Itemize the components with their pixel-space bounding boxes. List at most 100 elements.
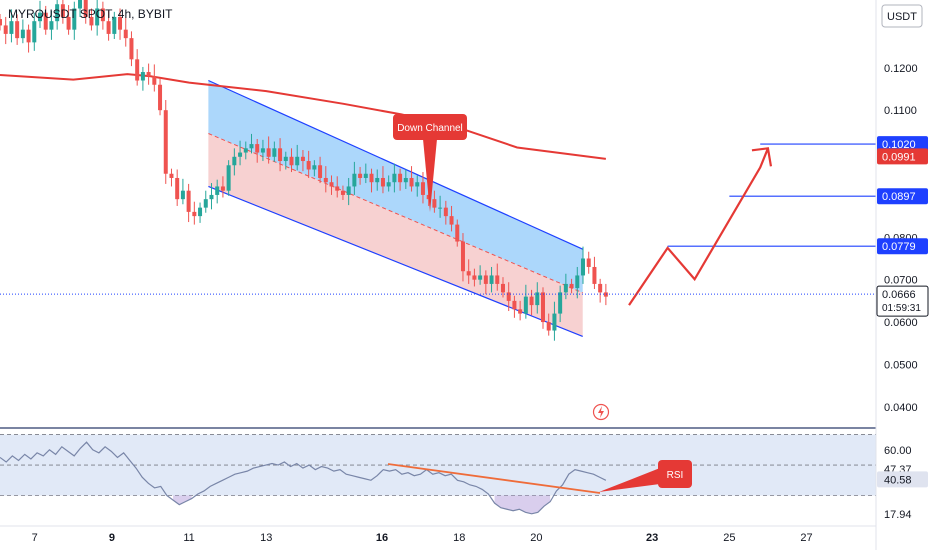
candle [569, 278, 574, 294]
candle [32, 12, 37, 51]
candle-body [363, 173, 368, 178]
candle [483, 270, 488, 295]
candle-body [415, 182, 420, 187]
candle-body [335, 186, 340, 191]
candle-body [592, 266, 597, 284]
candle [478, 265, 483, 285]
candle-body [129, 38, 134, 60]
candle-body [443, 207, 448, 217]
candle [358, 166, 363, 185]
target-lines [667, 143, 876, 247]
rsi-label: RSI [667, 470, 684, 481]
candle [449, 205, 454, 232]
candle [489, 266, 494, 293]
channel-lower-zone [208, 133, 583, 337]
candle-body [95, 8, 100, 26]
candle-body [598, 283, 603, 293]
projection-path [628, 147, 769, 306]
down-channel-callout: Down Channel [393, 114, 467, 212]
target-badge-2-bg [877, 238, 928, 255]
candle-body [535, 292, 540, 306]
candle [375, 169, 380, 191]
candle [335, 176, 340, 198]
time-tick-label: 25 [723, 532, 735, 544]
channel-mid-line [208, 133, 583, 294]
candle [209, 183, 214, 210]
candle-body [472, 275, 477, 280]
candle [552, 301, 557, 341]
candle-body [540, 292, 545, 323]
candle [369, 168, 374, 193]
candle-body [78, 0, 83, 9]
candle-body [312, 165, 317, 170]
price-tick-label: 0.0700 [884, 275, 918, 287]
time-tick-label: 13 [260, 532, 272, 544]
candle [581, 246, 586, 284]
candle-body [380, 177, 385, 187]
candle [340, 185, 345, 201]
candle-body [260, 148, 265, 153]
candle [100, 1, 105, 30]
candle [43, 5, 48, 35]
candle-body [118, 16, 123, 30]
candle-body [340, 190, 345, 195]
candle-body [3, 25, 8, 34]
candle-body [32, 21, 37, 43]
candle-body [392, 173, 397, 183]
candle-body [9, 21, 14, 34]
target-badge-1: 0.0897 [877, 188, 928, 205]
candle-body [43, 12, 48, 30]
candle [220, 176, 225, 198]
candle-body [232, 156, 237, 166]
candle-body [180, 190, 185, 200]
candle [346, 177, 351, 206]
candle-body [586, 258, 591, 267]
candle [146, 63, 151, 85]
candle-body [420, 182, 425, 195]
candle-body [529, 296, 534, 306]
price-badges: 0.1020 0.0897 0.0779 0.0991 0.0666 01:59:31 [876, 136, 929, 317]
candle [163, 100, 168, 184]
candle-body [140, 72, 145, 81]
candle-body [323, 177, 328, 183]
time-tick-label: 18 [453, 532, 465, 544]
price-tick-label: 0.1200 [884, 63, 918, 75]
candle [95, 0, 100, 36]
candle-body [175, 177, 180, 200]
candle-body [249, 144, 254, 149]
candle [472, 268, 477, 287]
candle-body [563, 283, 568, 293]
candle [15, 14, 20, 45]
candle [403, 169, 408, 189]
price-tick-label: 0.0600 [884, 317, 918, 329]
candle [89, 8, 94, 31]
candle [3, 16, 8, 45]
candle [112, 11, 117, 39]
target-badge-2-text: 0.0779 [882, 241, 916, 253]
candle [175, 169, 180, 206]
down-channel-label: Down Channel [397, 123, 463, 134]
candle-body [460, 241, 465, 272]
time-tick-label: 11 [183, 532, 194, 544]
current-price-text: 0.0666 [882, 289, 916, 301]
currency-button[interactable]: USDT [881, 4, 923, 28]
candle-body [220, 186, 225, 191]
candle [312, 160, 317, 177]
candle-body [523, 296, 528, 314]
candle-body [83, 0, 88, 17]
candle-body [272, 148, 277, 157]
time-axis: 7 9 11 13 16 18 20 23 25 27 [32, 532, 813, 544]
candle-body [352, 173, 357, 187]
candle [546, 313, 551, 336]
price-tick-label: 0.1100 [884, 105, 917, 117]
candle [140, 66, 145, 91]
candle [323, 166, 328, 193]
rsi-badge-bg [877, 471, 928, 488]
currency-label: USDT [887, 11, 917, 23]
candle [192, 201, 197, 225]
candle [72, 1, 77, 40]
lightning-icon[interactable] [592, 403, 610, 421]
price-axis[interactable] [876, 0, 932, 550]
candle-body [243, 148, 248, 153]
